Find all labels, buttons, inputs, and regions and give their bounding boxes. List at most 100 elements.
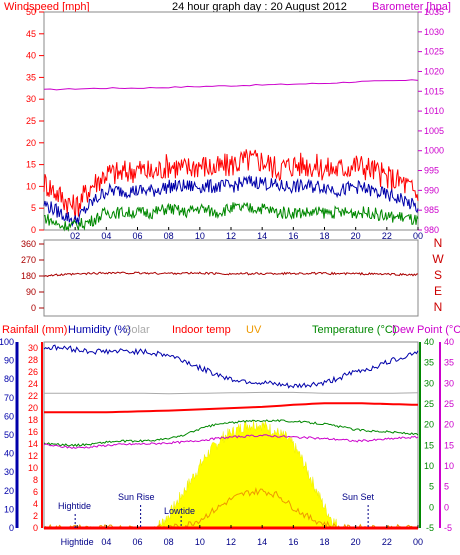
time-tick-label: 00 — [413, 537, 423, 547]
humidity-tick-label: 50 — [4, 430, 14, 440]
windspeed-axis-label: Windspeed [mph] — [4, 1, 90, 13]
compass-label: N — [434, 300, 443, 314]
wind-time-ticks: 02 04 06 08 10 12 14 16 18 20 22 00 — [70, 227, 423, 241]
annotation-label: Hightide — [58, 501, 91, 511]
dewpoint-tick-label: 10 — [444, 461, 454, 471]
windspeed-tick-label: 15 — [26, 160, 36, 170]
series-line — [43, 149, 419, 220]
time-tick-label: 06 — [132, 231, 142, 241]
compass-label: S — [434, 268, 442, 282]
wind-series — [43, 79, 419, 232]
humidity-tick-label: 10 — [4, 504, 14, 514]
direction-series — [43, 271, 419, 278]
direction-tick-label: 270 — [21, 255, 36, 265]
temperature-panel: Rainfall (mm) Humidity (%) Solar Indoor … — [0, 324, 460, 547]
dewpoint-tick-label: 0 — [444, 502, 449, 512]
time-tick-label: 02 — [70, 231, 80, 241]
rainfall-tick-label: 8 — [33, 475, 38, 485]
rainfall-tick-label: 6 — [33, 487, 38, 497]
series-line — [43, 202, 419, 232]
barometer-axis-label: Barometer [hpa] — [372, 1, 451, 13]
barometer-tick-label: 1020 — [424, 66, 444, 76]
series-line — [44, 391, 419, 395]
humidity-tick-label: 40 — [4, 449, 14, 459]
series-line — [43, 434, 419, 450]
humidity-tick-label: 90 — [4, 356, 14, 366]
barometer-tick-label: 1015 — [424, 86, 444, 96]
barometer-tick-label: 1010 — [424, 106, 444, 116]
barometer-tick-label: 1005 — [424, 126, 444, 136]
humidity-tick-label: 60 — [4, 411, 14, 421]
windspeed-tick-label: 40 — [26, 51, 36, 61]
wind-panel: Windspeed [mph] 24 hour graph day : 20 A… — [4, 1, 451, 241]
time-tick-label: 10 — [195, 231, 205, 241]
windspeed-tick-label: 50 — [26, 7, 36, 17]
time-tick-label: 22 — [382, 231, 392, 241]
direction-line — [43, 271, 419, 278]
wind-plot-frame — [43, 11, 419, 231]
windspeed-tick-label: 20 — [26, 138, 36, 148]
dewpoint-tick-label: 25 — [444, 399, 454, 409]
series-line — [43, 344, 419, 389]
rainfall-tick-label: 18 — [28, 415, 38, 425]
windspeed-tick-label: 10 — [26, 181, 36, 191]
time-tick-label: 20 — [351, 231, 361, 241]
barometer-tick-label: 980 — [424, 225, 439, 235]
time-tick-label: 14 — [257, 231, 267, 241]
barometer-tick-label: 1035 — [424, 7, 444, 17]
annotation-label: Lowtide — [164, 506, 195, 516]
windspeed-ticks: 0 5 10 15 20 25 30 35 40 45 50 — [26, 7, 44, 235]
rainfall-tick-label: 28 — [28, 355, 38, 365]
direction-tick-label: 0 — [31, 303, 36, 313]
dewpoint-tick-label: 30 — [444, 378, 454, 388]
rainfall-tick-label: 30 — [28, 343, 38, 353]
humidity-label: Humidity (%) — [68, 324, 131, 336]
temperature-tick-label: 30 — [424, 378, 434, 388]
time-tick-label: 18 — [319, 537, 329, 547]
series-line — [43, 419, 419, 448]
time-tick-label: 18 — [319, 231, 329, 241]
time-tick-label: 20 — [351, 537, 361, 547]
direction-plot-frame — [43, 239, 419, 317]
direction-tick-label: 90 — [26, 287, 36, 297]
series-line — [43, 174, 419, 228]
time-tick-label: 08 — [164, 231, 174, 241]
barometer-tick-label: 1000 — [424, 146, 444, 156]
windspeed-tick-label: 45 — [26, 29, 36, 39]
temperature-label: Temperature (°C) — [312, 324, 396, 336]
barometer-ticks: 980 985 990 995 1000 1005 1010 1015 1020 1025 1030… — [418, 7, 444, 235]
barometer-tick-label: 1030 — [424, 27, 444, 37]
direction-ticks: 360 270 180 90 0 — [21, 239, 44, 313]
series-line — [44, 402, 419, 414]
rainfall-tick-label: 20 — [28, 403, 38, 413]
temperature-tick-label: 35 — [424, 358, 434, 368]
time-tick-label: 04 — [101, 537, 111, 547]
rainfall-tick-label: 22 — [28, 391, 38, 401]
temperature-tick-label: 15 — [424, 440, 434, 450]
dewpoint-tick-label: 20 — [444, 420, 454, 430]
time-tick-label: 22 — [382, 537, 392, 547]
temperature-tick-label: 20 — [424, 420, 434, 430]
rainfall-label: Rainfall (mm) — [2, 324, 67, 336]
humidity-tick-label: 100 — [0, 337, 14, 347]
windspeed-tick-label: 0 — [31, 225, 36, 235]
dewpoint-tick-label: 15 — [444, 440, 454, 450]
compass-label: W — [432, 252, 444, 266]
humidity-tick-label: 80 — [4, 374, 14, 384]
time-tick-label: 12 — [226, 537, 236, 547]
annotation-label: Sun Set — [342, 492, 375, 502]
temperature-tick-label: 0 — [429, 502, 434, 512]
rainfall-tick-label: 4 — [33, 499, 38, 509]
dewpoint-tick-label: 40 — [444, 337, 454, 347]
time-tick-label: 14 — [257, 537, 267, 547]
temperature-tick-label: 25 — [424, 399, 434, 409]
temperature-tick-label: -5 — [426, 523, 434, 533]
dewpoint-tick-label: 35 — [444, 358, 454, 368]
time-tick-label: 06 — [132, 537, 142, 547]
time-tick-label: 00 — [413, 231, 423, 241]
rainfall-tick-label: 16 — [28, 427, 38, 437]
time-tick-label: Hightide — [61, 537, 94, 547]
series-line — [43, 79, 419, 91]
